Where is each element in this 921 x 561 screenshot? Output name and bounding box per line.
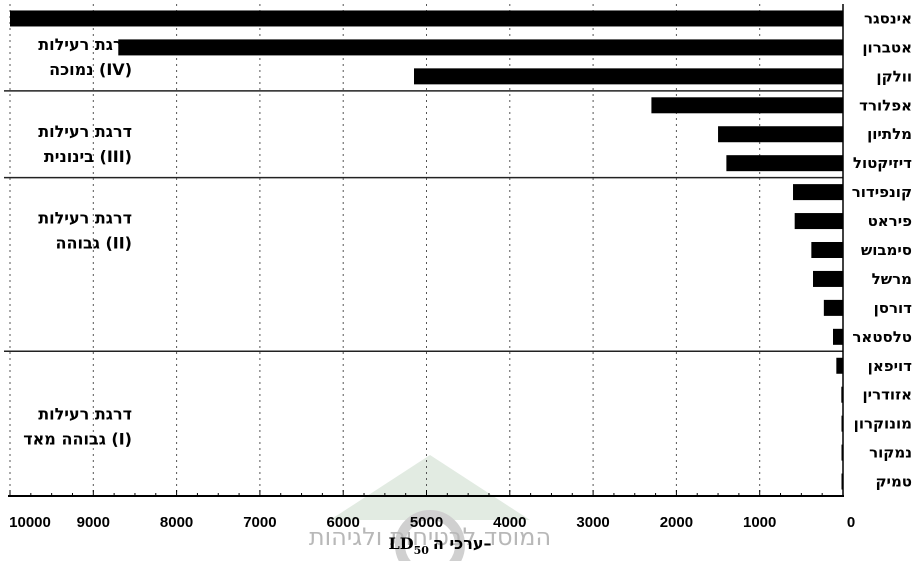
zone-label: דרגת רעילות נמוכה (IV) [38, 35, 132, 79]
category-label: קונפידור [852, 183, 912, 201]
x-tick-label: 2000 [660, 514, 693, 531]
x-tick-label: 10000 [9, 514, 51, 531]
category-label: טלסטאר [852, 328, 912, 346]
watermark-text: המוסד לבטיחות ולגיהות [309, 523, 551, 551]
bar [813, 270, 843, 287]
x-tick-label: 1000 [743, 514, 776, 531]
bar [414, 68, 843, 85]
x-tick-label: 4000 [493, 514, 526, 531]
grid-lines [9, 4, 761, 496]
x-axis-title: LD50 ערכי ה– [388, 534, 491, 557]
category-labels: אינסגר אטברון וולקן אפלורד מלתיון דיזיקטול קונ… [852, 9, 912, 490]
category-label: מלתיון [867, 125, 912, 143]
x-tick-label: 6000 [327, 514, 360, 531]
x-tick-label: 3000 [576, 514, 609, 531]
category-label: מונוקרון [854, 415, 912, 433]
zone-label: דרגת רעילות גבוהה (II) [38, 209, 132, 253]
watermark-logo: המוסד לבטיחות ולגיהות [309, 455, 551, 561]
zone-label-line: נמוכה (IV) [49, 60, 132, 79]
category-label: סימבוש [861, 241, 912, 259]
x-tick-labels: 0 1000 2000 3000 4000 5000 6000 7000 8000 9000 100… [9, 514, 855, 531]
zone-label-line: דרגת רעילות [38, 209, 132, 228]
bar [718, 126, 843, 143]
category-label: דיזיקטול [853, 154, 912, 172]
zone-label: דרגת רעילות בינונית (III) [38, 122, 132, 166]
bar [10, 10, 843, 27]
zone-label-line: דרגת רעילות [38, 122, 132, 141]
zone-labels: דרגת רעילות נמוכה (IV) דרגת רעילות בינונית … [23, 35, 132, 449]
x-tick-label: 7000 [243, 514, 276, 531]
bars [10, 10, 844, 490]
category-label: אזודרין [863, 386, 913, 404]
category-label: טמיק [875, 473, 912, 491]
zone-label-line: בינונית (III) [44, 147, 132, 166]
x-tick-label: 0 [847, 514, 855, 531]
bar [793, 184, 843, 201]
zone-label-line: גבוהה (II) [56, 234, 133, 253]
category-label: אינסגר [864, 9, 912, 27]
category-label: דויפאן [868, 357, 913, 375]
zone-label-line: גבוהה מאד (I) [23, 430, 132, 449]
category-label: נמקור [869, 444, 912, 462]
x-tick-label: 9000 [77, 514, 110, 531]
zone-separators [4, 90, 843, 353]
bar [794, 213, 843, 230]
x-axis [8, 4, 844, 497]
category-label: וולקן [876, 67, 912, 85]
bar [726, 155, 843, 172]
bar [811, 242, 843, 258]
bar [833, 328, 843, 345]
x-tick-label: 8000 [160, 514, 193, 531]
category-label: דורסן [874, 299, 913, 317]
zone-label: דרגת רעילות גבוהה מאד (I) [23, 405, 132, 449]
bar [841, 386, 843, 403]
bar [651, 97, 843, 114]
x-tick-label: 5000 [410, 514, 443, 531]
zone-label-line: דרגת רעילות [38, 405, 132, 424]
category-label: פיראט [868, 212, 913, 230]
bar [836, 357, 843, 374]
zone-label-line: דרגת רעילות [38, 35, 132, 54]
bar [823, 299, 843, 316]
category-label: מרשל [872, 270, 912, 288]
bar [118, 39, 844, 56]
category-label: אפלורד [859, 96, 912, 114]
category-label: אטברון [862, 38, 912, 56]
